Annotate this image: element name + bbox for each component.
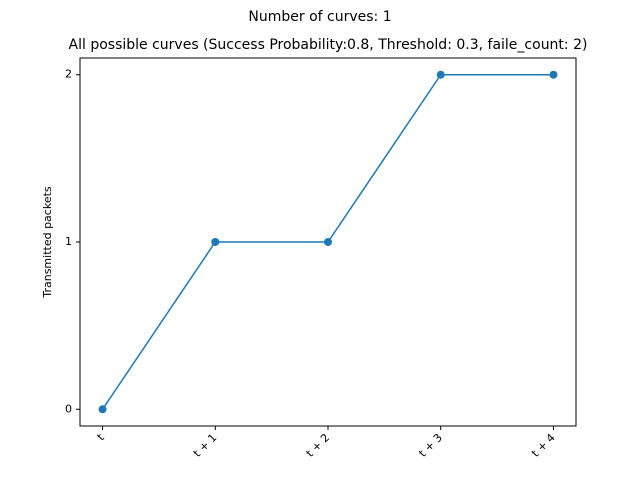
x-tick-label: t + 2 <box>304 431 333 460</box>
x-tick-label: t + 4 <box>529 431 558 460</box>
y-tick-label: 0 <box>65 402 72 415</box>
chart-suptitle: Number of curves: 1 <box>248 9 391 25</box>
marker <box>211 238 220 246</box>
x-tick-label: t + 1 <box>191 431 220 460</box>
chart-title: All possible curves (Success Probability… <box>69 37 588 53</box>
y-tick-label: 1 <box>65 235 72 248</box>
y-tick-label: 2 <box>65 68 72 81</box>
marker <box>324 238 332 246</box>
x-tick-label: t + 3 <box>416 431 445 460</box>
marker <box>436 70 445 79</box>
x-tick-label: t <box>95 431 108 444</box>
marker <box>549 70 558 79</box>
y-axis-label: Transmitted packets <box>41 186 54 299</box>
marker <box>98 405 107 414</box>
